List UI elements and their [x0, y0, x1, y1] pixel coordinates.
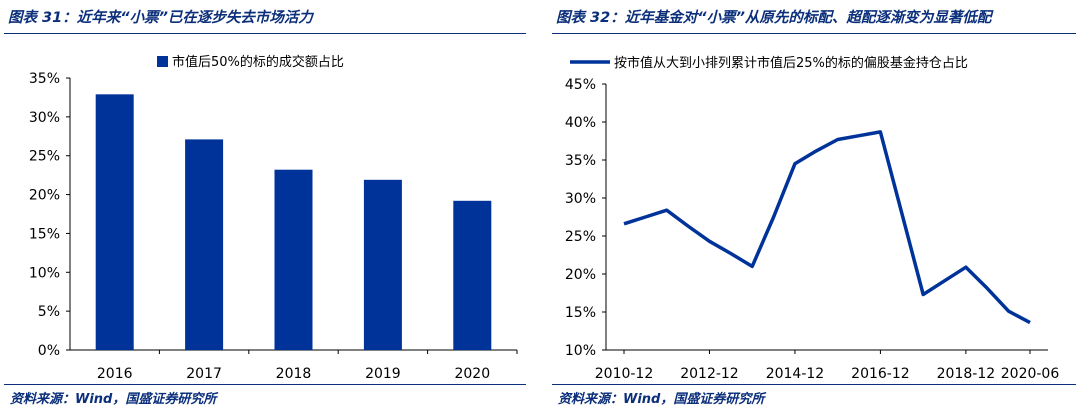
y-tick-label: 5%: [38, 304, 60, 320]
y-tick-label: 35%: [29, 71, 60, 87]
right-chart-source: 资料来源：Wind，国盛证券研究所: [558, 392, 765, 407]
bar: [274, 169, 313, 350]
y-tick-label: 20%: [29, 188, 60, 204]
right-chart-panel: 图表 32：近年基金对“小票”从原先的标配、超配逐渐变为显著低配 按市值从大到小…: [548, 0, 1080, 414]
y-tick-label: 10%: [29, 265, 60, 281]
right-source-rule: [552, 384, 1076, 385]
line-chart: 按市值从大到小排列累计市值后25%的标的偏股基金持仓占比 10% 15% 20% 25%…: [565, 55, 1060, 382]
x-tick-label: 2018-12: [937, 366, 996, 382]
y-tick-label: 45%: [565, 77, 596, 93]
series-line: [623, 130, 1031, 325]
x-tick-label: 2020: [454, 366, 490, 382]
y-tick-label: 40%: [565, 115, 596, 131]
x-tick-label: 2012-12: [680, 366, 739, 382]
left-chart-panel: 图表 31：近年来“小票”已在逐步失去市场活力 市值后50%的标的成交额占比 0%…: [0, 0, 530, 414]
legend-label: 市值后50%的标的成交额占比: [172, 54, 344, 70]
bar: [185, 139, 224, 350]
bar: [363, 179, 402, 350]
legend-label: 按市值从大到小排列累计市值后25%的标的偏股基金持仓占比: [614, 55, 968, 71]
y-tick-label: 15%: [565, 305, 596, 321]
bar: [453, 200, 492, 350]
y-tick-label: 25%: [29, 149, 60, 165]
y-tick-label: 25%: [565, 229, 596, 245]
left-title-rule: [4, 33, 526, 34]
bar-chart: 市值后50%的标的成交额占比 0% 5% 10% 15% 20% 25% 30% 35% 2016…: [29, 54, 518, 382]
x-tick-label: 2016-12: [851, 366, 910, 382]
left-source-rule: [4, 384, 526, 385]
bar: [95, 94, 134, 350]
x-tick-label: 2010-12: [595, 366, 654, 382]
y-tick-label: 20%: [565, 267, 596, 283]
x-tick-label: 2016: [97, 366, 133, 382]
legend-swatch: [157, 56, 168, 67]
y-tick-label: 30%: [565, 191, 596, 207]
x-tick-label: 2014-12: [766, 366, 825, 382]
x-tick-label: 2017: [186, 366, 222, 382]
x-tick-label: 2020-06: [1001, 366, 1060, 382]
y-tick-label: 10%: [565, 343, 596, 359]
x-tick-label: 2018: [276, 366, 312, 382]
y-tick-label: 35%: [565, 153, 596, 169]
right-chart-title: 图表 32：近年基金对“小票”从原先的标配、超配逐渐变为显著低配: [556, 10, 992, 26]
left-chart-source: 资料来源：Wind，国盛证券研究所: [10, 392, 217, 407]
left-chart-title: 图表 31：近年来“小票”已在逐步失去市场活力: [8, 10, 313, 26]
y-tick-label: 30%: [29, 110, 60, 126]
y-tick-label: 15%: [29, 226, 60, 242]
right-title-rule: [552, 33, 1076, 34]
x-tick-label: 2019: [365, 366, 401, 382]
y-tick-label: 0%: [38, 343, 60, 359]
